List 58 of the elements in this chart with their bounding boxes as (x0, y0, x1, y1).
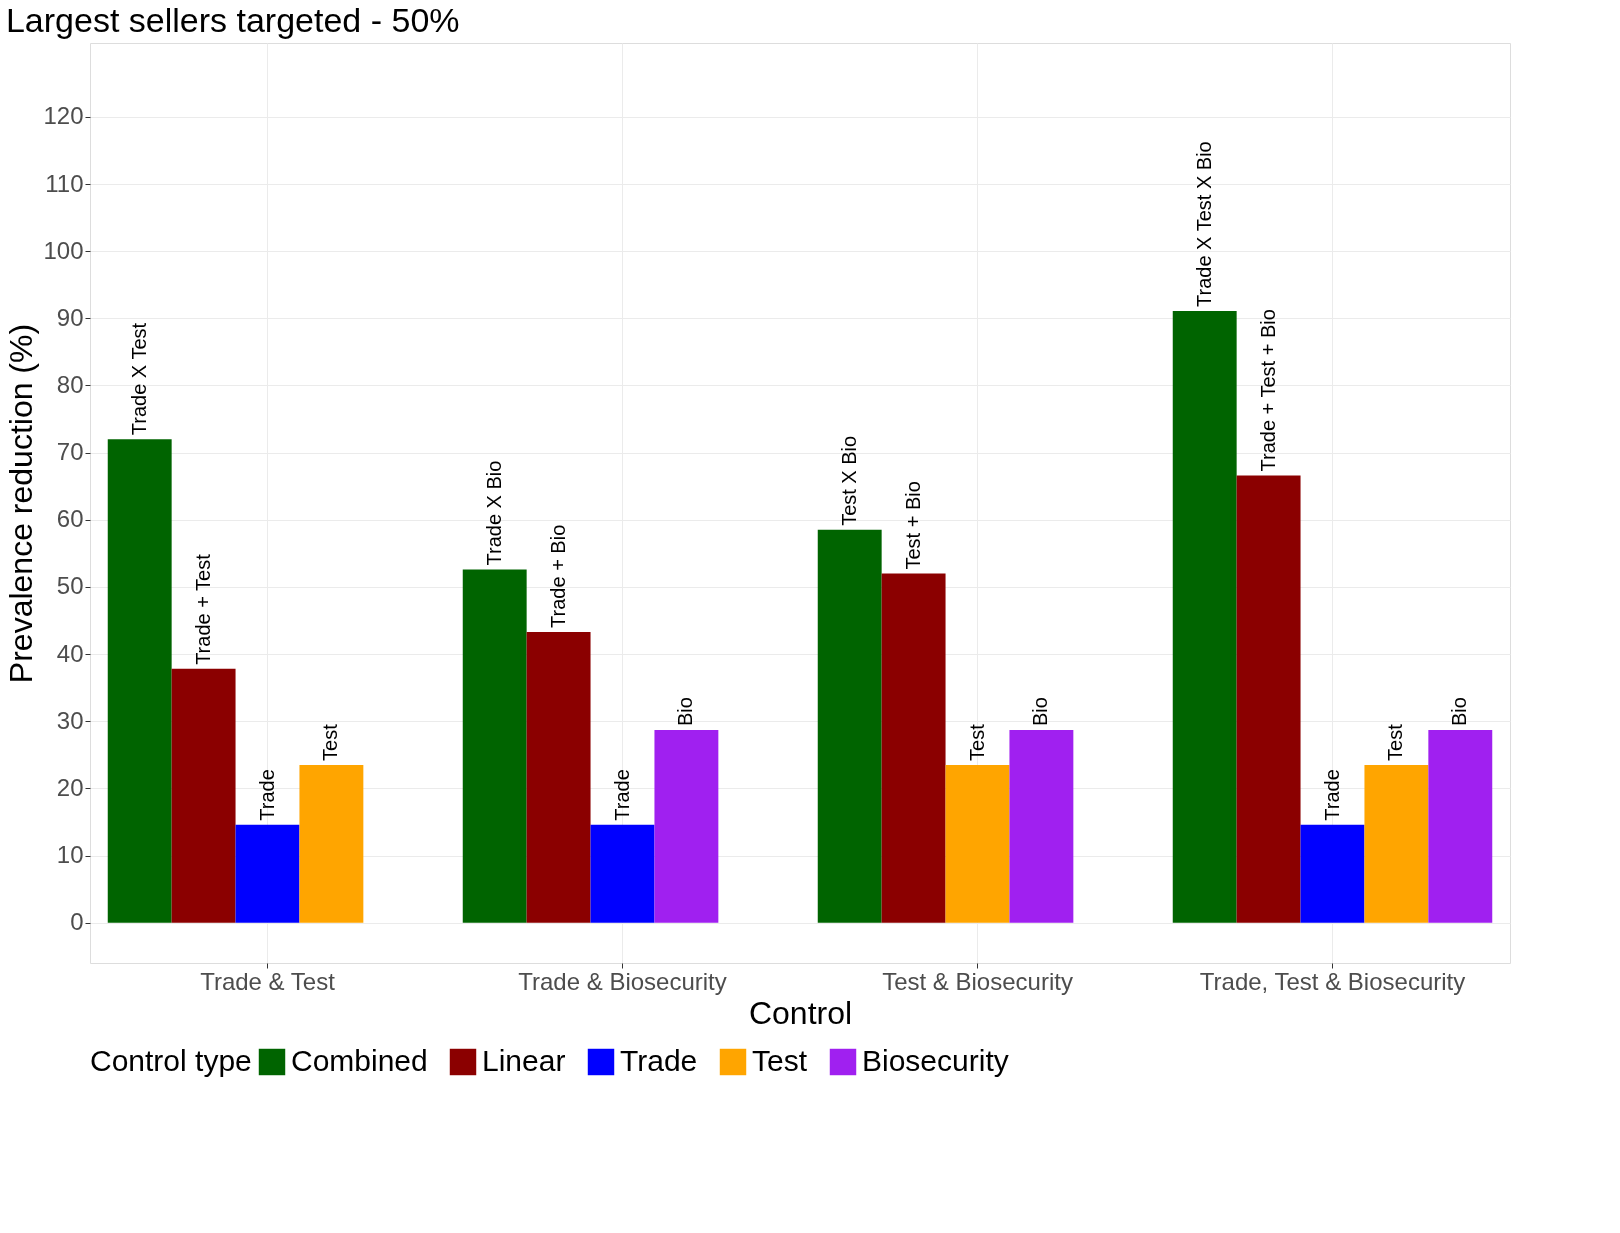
legend-label: Trade (620, 1044, 698, 1077)
bar (235, 824, 300, 923)
data-label: Test (319, 723, 342, 761)
y-tick-label: 50 (56, 572, 84, 600)
bar (1300, 824, 1365, 923)
legend-label: Test (752, 1044, 808, 1077)
x-tick-label: Trade & Biosecurity (518, 967, 727, 995)
bar (881, 573, 946, 923)
legend-label: Linear (482, 1044, 566, 1077)
y-tick-label: 70 (56, 438, 84, 466)
bar (1009, 729, 1074, 923)
bar (299, 764, 364, 923)
x-axis-title: Control (748, 994, 853, 1031)
bar (526, 631, 591, 923)
data-label: Trade X Bio (482, 460, 505, 566)
bar (817, 529, 882, 923)
chart-title: Largest sellers targeted - 50% (5, 1, 460, 39)
bar (1364, 764, 1429, 923)
y-tick-label: 120 (43, 102, 84, 130)
data-label: Trade + Test (191, 553, 214, 665)
data-label: Test X Bio (837, 435, 860, 526)
y-tick-label: 60 (56, 505, 84, 533)
x-tick-label: Test & Biosecurity (882, 967, 1073, 995)
data-label: Trade (610, 769, 633, 821)
data-label: Test + Bio (901, 481, 924, 570)
y-tick-label: 110 (45, 169, 84, 197)
bar (654, 729, 719, 923)
data-label: Trade + Test + Bio (1256, 309, 1279, 472)
legend-label: Biosecurity (862, 1044, 1009, 1077)
data-label: Test (1384, 723, 1407, 761)
legend-label: Combined (291, 1044, 428, 1077)
data-label: Trade X Test X Bio (1192, 141, 1215, 307)
y-tick-label: 80 (56, 370, 84, 398)
bar (107, 439, 172, 923)
y-tick-label: 10 (56, 841, 84, 869)
data-label: Bio (1448, 697, 1471, 726)
y-tick-label: 0 (70, 908, 84, 936)
data-label: Bio (1029, 697, 1052, 726)
bar (462, 569, 527, 923)
bar (171, 668, 236, 923)
legend-title: Control type (90, 1044, 252, 1077)
bar (1172, 310, 1237, 923)
data-label: Bio (674, 697, 697, 726)
x-tick-label: Trade, Test & Biosecurity (1199, 967, 1466, 995)
bar (1236, 475, 1301, 923)
y-tick-label: 30 (56, 706, 84, 734)
data-label: Trade (255, 769, 278, 821)
y-tick-label: 40 (56, 639, 84, 667)
y-tick-label: 20 (56, 773, 84, 801)
y-tick-label: 100 (43, 236, 84, 264)
data-label: Trade X Test (127, 322, 150, 436)
data-label: Trade (1320, 769, 1343, 821)
y-tick-label: 90 (56, 303, 84, 331)
x-tick-label: Trade & Test (200, 967, 336, 995)
data-label: Trade + Bio (546, 524, 569, 628)
y-axis-title: Prevalence reduction (%) (3, 323, 40, 684)
bar (590, 824, 655, 923)
data-label: Test (965, 723, 988, 761)
